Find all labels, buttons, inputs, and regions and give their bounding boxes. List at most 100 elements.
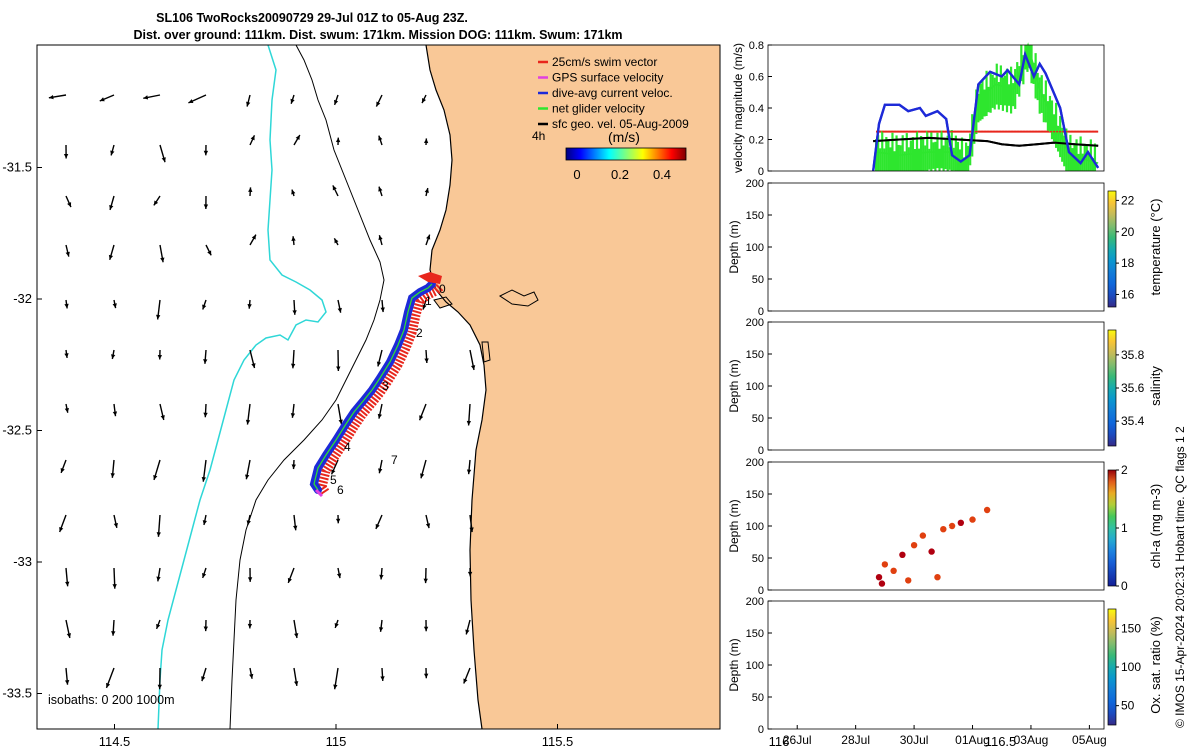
current-vector-arrow	[153, 195, 161, 206]
y-axis-label: Depth (m)	[727, 220, 741, 273]
current-vector-arrow	[378, 234, 383, 246]
current-vector-arrow	[60, 459, 67, 474]
time-tick-label: 03Aug	[1014, 733, 1049, 747]
glider-track: 01 2 3 4 56 7	[309, 272, 446, 498]
isobaths-label: isobaths: 0 200 1000m	[48, 693, 174, 707]
panel-colorbar	[1107, 469, 1117, 587]
current-vector-arrow	[201, 667, 207, 682]
land-area	[426, 45, 720, 729]
current-vector-arrow	[202, 514, 207, 526]
current-vector-arrow	[111, 619, 116, 636]
y-tick-label: 200	[746, 457, 764, 469]
y-tick-label: 0.4	[749, 103, 764, 115]
current-vector-arrow	[203, 619, 208, 632]
chl-high-point	[934, 574, 941, 581]
chl-high-point	[983, 506, 991, 514]
current-vector-arrow	[290, 94, 295, 104]
current-vector-arrow	[423, 138, 429, 146]
y-tick-label: 100	[746, 381, 764, 393]
current-vector-arrow	[246, 94, 251, 107]
current-vector-arrow	[376, 349, 383, 367]
legend-item: dive-avg current veloc.	[538, 86, 673, 100]
current-vector-arrow	[290, 349, 296, 369]
panel-background	[768, 322, 1104, 450]
current-vector-arrow	[159, 144, 166, 163]
current-vector-arrow	[203, 144, 209, 156]
current-vector-arrow	[420, 459, 427, 479]
colorbar-tick-label: 20	[1121, 225, 1135, 239]
map-y-tick-label: -33	[13, 554, 32, 569]
legend-item: net glider velocity	[538, 102, 645, 116]
colorbar-tick-label: 35.8	[1121, 348, 1145, 362]
current-vector-arrow	[247, 567, 253, 582]
time-tick-label: 01Aug	[955, 733, 990, 747]
current-vector-arrow	[336, 349, 341, 372]
current-vector-arrow	[245, 459, 251, 480]
panel-5: 50 100 150 Ox. sat. ratio (%) 0 50 100 150 200 De…	[727, 596, 1163, 736]
colorbar-label: Ox. sat. ratio (%)	[1148, 616, 1163, 714]
current-vector-arrow	[245, 403, 251, 425]
time-tick-label: 05Aug	[1072, 733, 1107, 747]
current-vector-arrow	[330, 459, 339, 475]
current-vector-arrow	[143, 94, 161, 100]
current-vector-arrow	[65, 195, 72, 208]
current-vector-arrow	[425, 234, 431, 246]
map-x-tick-label: 115.5	[542, 734, 574, 749]
current-vector-arrow	[287, 567, 295, 584]
coastline	[425, 44, 487, 730]
current-vector-arrow	[378, 186, 383, 197]
current-vector-arrow	[379, 567, 384, 580]
y-tick-label: 100	[746, 660, 764, 672]
current-vector-arrow	[293, 619, 299, 639]
current-vector-arrow	[156, 299, 161, 320]
gps-surface-velocity-mark	[314, 488, 324, 498]
current-vector-arrow	[423, 619, 429, 632]
colorbar-label: salinity	[1148, 366, 1163, 406]
current-vector-arrow	[110, 459, 115, 478]
current-vector-arrow	[375, 514, 383, 530]
colorbar-tick-label: 35.6	[1121, 381, 1145, 395]
current-vector-arrow	[423, 667, 429, 679]
current-vector-arrow	[249, 667, 254, 679]
panel-background	[768, 601, 1104, 729]
current-vector-arrow	[465, 619, 471, 635]
chl-high-point	[948, 522, 956, 530]
colorbar-tick-label: 22	[1121, 193, 1135, 207]
time-tick-label: 30Jul	[900, 733, 929, 747]
current-vector-arrow	[64, 299, 69, 309]
track-day-label: 2	[416, 326, 423, 340]
current-vector-arrow	[332, 185, 339, 197]
colorbar-tick-label: 0.2	[611, 167, 629, 182]
panel-colorbar	[1107, 190, 1117, 308]
current-vector-arrow	[334, 619, 339, 629]
current-vector-arrow	[156, 567, 161, 582]
legend-item-label: net glider velocity	[552, 102, 645, 116]
chl-high-point	[957, 519, 965, 526]
y-tick-label: 50	[752, 413, 764, 425]
current-vector-arrow	[109, 195, 115, 211]
chl-high-point	[940, 526, 947, 533]
current-vector-arrow	[201, 459, 207, 482]
current-vector-arrow	[156, 514, 161, 537]
y-tick-label: 150	[746, 349, 764, 361]
map-colorbar	[565, 147, 687, 161]
current-vector-arrow	[64, 667, 70, 685]
map-y-tick-label: -32	[13, 291, 32, 306]
current-vector-arrow	[333, 667, 339, 690]
chl-high-point	[890, 567, 897, 574]
current-vector-arrow	[293, 667, 299, 687]
legend-item-label: sfc geo. vel. 05-Aug-2009	[552, 117, 689, 131]
current-vector-arrow	[375, 94, 383, 107]
map-y-tick-label: -32.5	[2, 423, 32, 438]
y-tick-label: 50	[752, 692, 764, 704]
current-vector-arrow	[378, 619, 384, 632]
colorbar-label: (m/s)	[608, 129, 640, 145]
y-tick-label: 150	[746, 210, 764, 222]
current-vector-arrow	[293, 514, 298, 531]
y-axis-label: Depth (m)	[727, 499, 741, 552]
y-tick-label: 0	[758, 166, 764, 178]
y-tick-label: 200	[746, 596, 764, 608]
